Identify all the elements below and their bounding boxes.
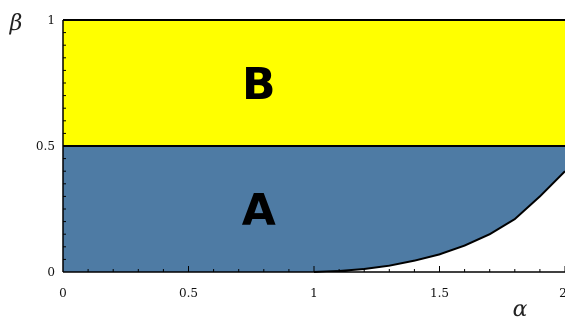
- y-tick-label: 0.5: [36, 139, 55, 153]
- region-label-a: A: [242, 185, 276, 236]
- x-tick-label: 1: [310, 286, 318, 300]
- x-tick-label: 2: [559, 286, 565, 300]
- axis-ticks: 0 0.5 1 1.5 2 0 0.5 1: [36, 13, 565, 300]
- y-axis-label: β: [9, 11, 23, 36]
- labels: α β A B: [9, 11, 528, 322]
- plot-area: [62, 19, 565, 273]
- y-tick-label: 1: [47, 13, 55, 27]
- x-tick-label: 0: [59, 286, 67, 300]
- x-tick-label: 1.5: [430, 286, 449, 300]
- boundary-curve: [313, 170, 565, 273]
- y-tick-label: 0: [47, 265, 55, 279]
- region-b: [63, 20, 565, 146]
- region-a: [63, 146, 565, 272]
- x-tick-label: 0.5: [179, 286, 198, 300]
- region-label-b: B: [242, 59, 276, 110]
- x-axis-label: α: [513, 297, 528, 322]
